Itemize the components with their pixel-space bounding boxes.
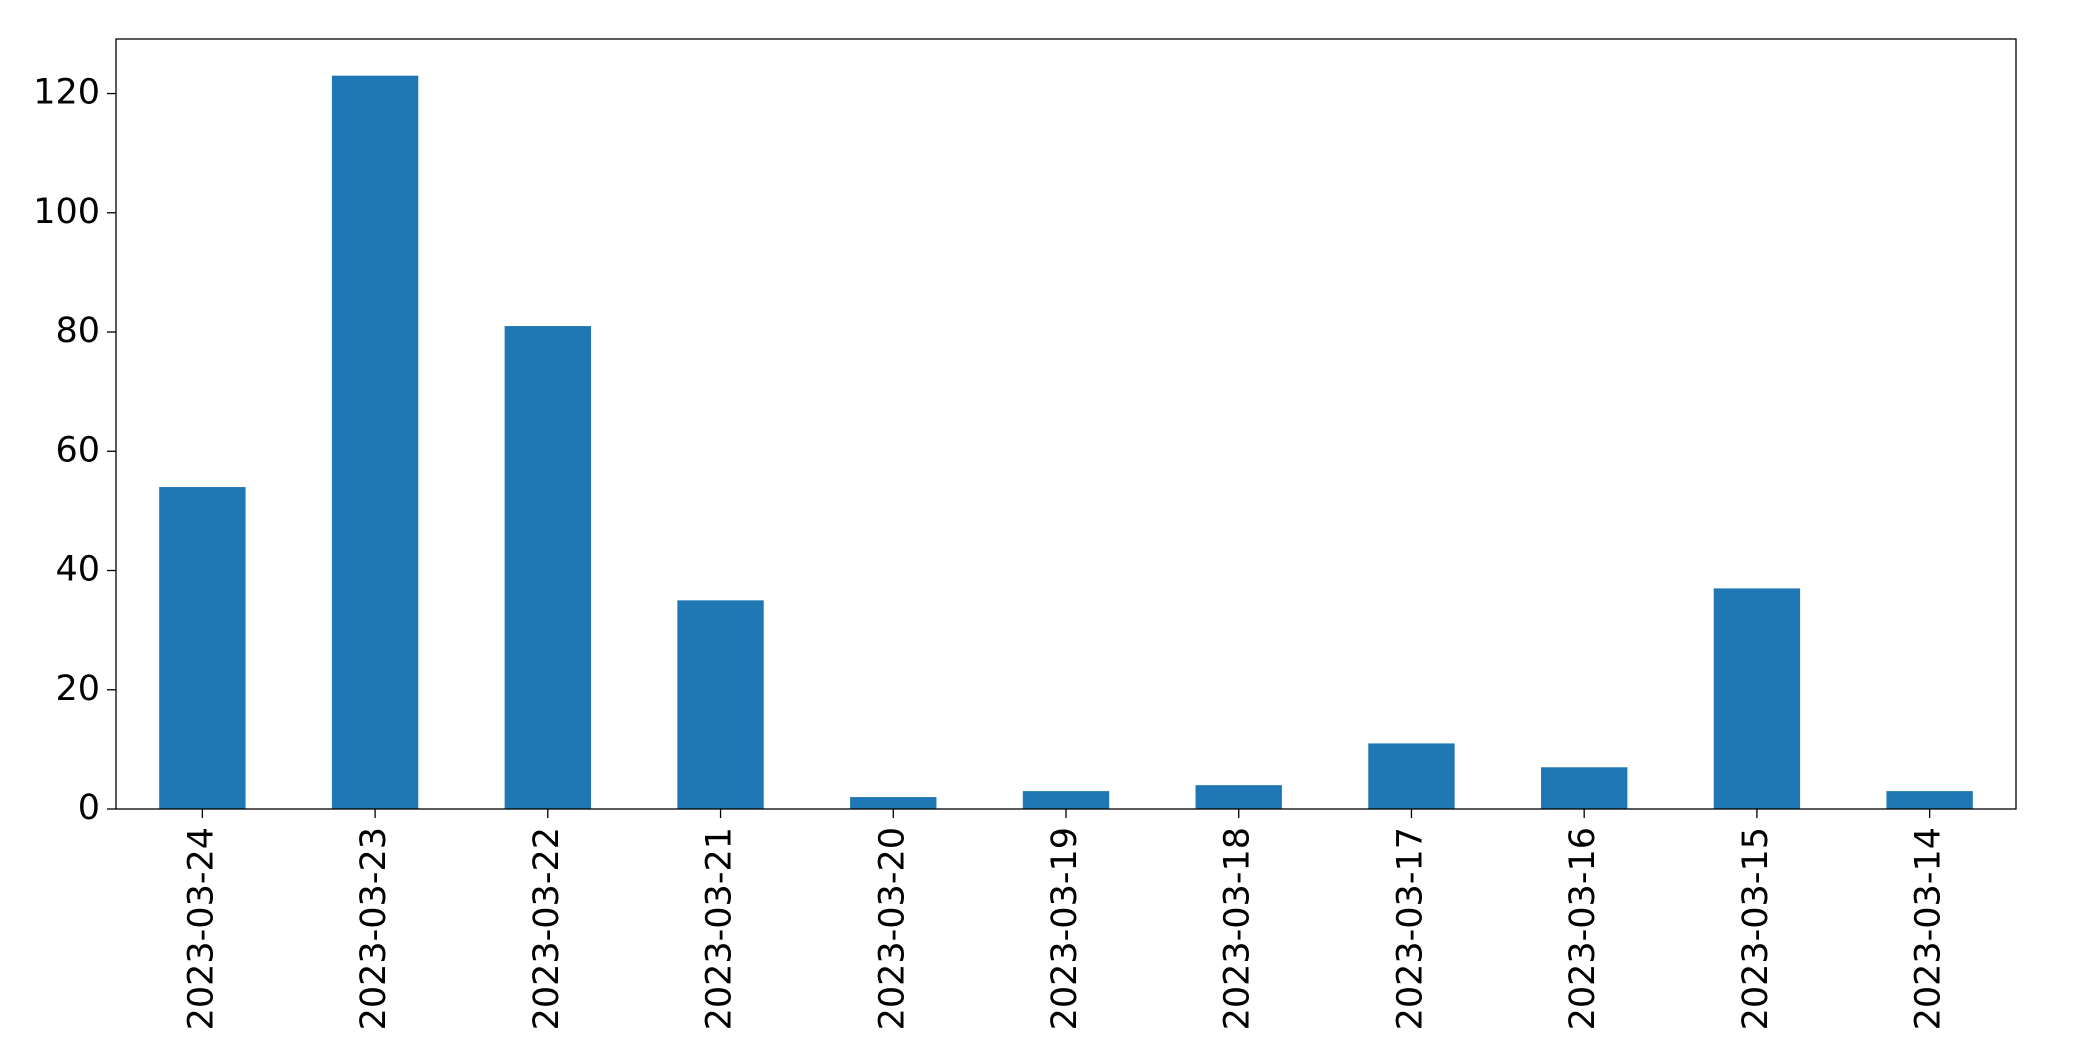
plot-frame [115, 38, 2017, 810]
bar [677, 600, 764, 809]
bar [159, 487, 246, 809]
x-tick-label: 2023-03-14 [1909, 827, 1949, 1030]
bar [850, 797, 937, 809]
bar [1541, 767, 1628, 809]
y-tick-label: 20 [55, 669, 100, 709]
x-tick-label: 2023-03-23 [354, 827, 394, 1030]
y-tick-label: 100 [33, 192, 100, 232]
y-tick-label: 60 [55, 430, 100, 470]
y-tick-label: 0 [78, 788, 100, 828]
x-tick-label: 2023-03-20 [872, 827, 912, 1030]
x-tick-label: 2023-03-19 [1045, 827, 1085, 1030]
bar [1886, 791, 1973, 809]
bar [1368, 743, 1455, 809]
x-tick-label: 2023-03-17 [1390, 827, 1430, 1030]
y-tick-label: 40 [55, 550, 100, 590]
x-tick-label: 2023-03-21 [700, 827, 740, 1030]
y-tick-label: 80 [55, 311, 100, 351]
bar [504, 326, 591, 809]
y-tick-label: 120 [33, 73, 100, 113]
bar [1713, 588, 1801, 809]
x-tick-label: 2023-03-24 [181, 827, 221, 1030]
x-tick-label: 2023-03-22 [527, 827, 567, 1030]
bar [1195, 785, 1282, 809]
bar [1022, 791, 1110, 809]
bar [331, 75, 419, 809]
x-tick-label: 2023-03-15 [1736, 827, 1776, 1030]
x-tick-label: 2023-03-18 [1218, 827, 1258, 1030]
x-tick-label: 2023-03-16 [1563, 827, 1603, 1030]
